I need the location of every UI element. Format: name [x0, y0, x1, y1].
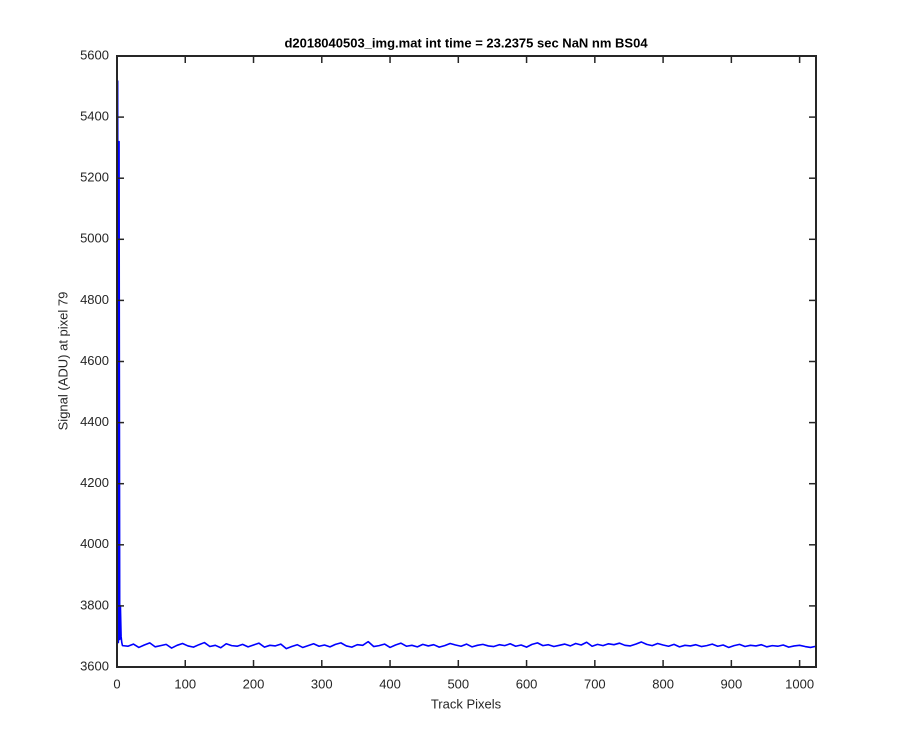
x-tick-label: 500 [447, 676, 469, 691]
x-tick-label: 100 [174, 676, 196, 691]
x-tick-label: 600 [516, 676, 538, 691]
y-tick-label: 4000 [80, 536, 109, 551]
y-tick-label: 4800 [80, 292, 109, 307]
x-tick-label: 900 [721, 676, 743, 691]
x-tick-label: 200 [243, 676, 265, 691]
x-tick-label: 300 [311, 676, 333, 691]
y-tick-label: 4600 [80, 353, 109, 368]
y-tick-label: 3800 [80, 597, 109, 612]
y-tick-label: 4400 [80, 414, 109, 429]
y-axis-label: Signal (ADU) at pixel 79 [55, 292, 70, 431]
y-tick-label: 5400 [80, 109, 109, 124]
x-tick-label: 800 [652, 676, 674, 691]
x-axis-label: Track Pixels [431, 696, 502, 711]
y-tick-label: 5000 [80, 231, 109, 246]
y-tick-label: 5600 [80, 47, 109, 62]
x-tick-label: 0 [113, 676, 120, 691]
x-tick-label: 1000 [785, 676, 814, 691]
y-tick-label: 3600 [80, 658, 109, 673]
x-tick-label: 400 [379, 676, 401, 691]
y-tick-label: 4200 [80, 475, 109, 490]
x-tick-label: 700 [584, 676, 606, 691]
y-tick-label: 5200 [80, 170, 109, 185]
data-line [116, 80, 817, 650]
chart-title: d2018040503_img.mat int time = 23.2375 s… [284, 35, 648, 50]
